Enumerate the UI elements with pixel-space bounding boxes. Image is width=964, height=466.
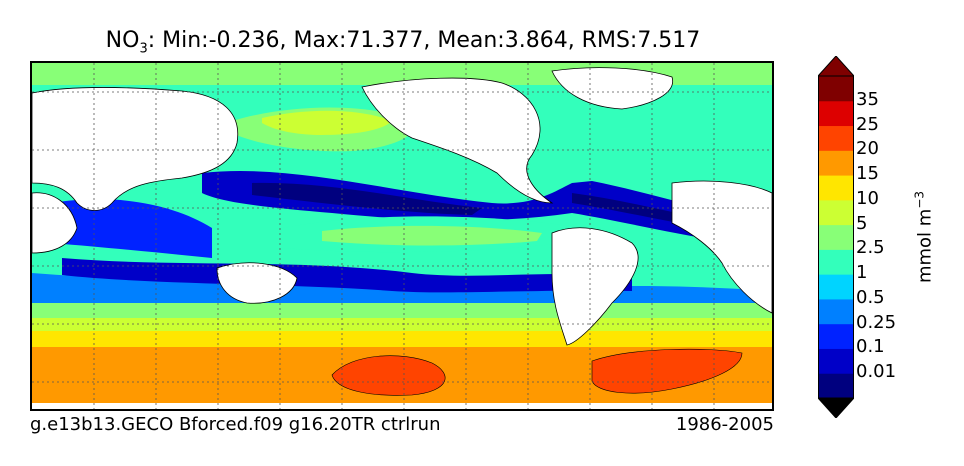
colorbar-swatch-4 (818, 274, 854, 300)
colorbar-swatch-10 (818, 125, 854, 151)
land-south-america (551, 227, 639, 346)
chart-title: NO3: Min:-0.236, Max:71.377, Mean:3.864,… (30, 28, 776, 56)
colorbar-tick-label: 0.1 (856, 336, 885, 358)
map-graticule (32, 63, 772, 409)
title-species: NO3 (105, 28, 148, 57)
colorbar-swatch-6 (818, 224, 854, 250)
equatorial-tongue-core (322, 225, 542, 246)
colorbar-swatch-3 (818, 298, 854, 325)
south-gyre-low (62, 258, 632, 293)
indian-ocean-low (52, 199, 212, 258)
colorbar-frame (818, 75, 854, 399)
colorbar-tick-label: 0.25 (856, 311, 897, 333)
colorbar-tick-label: 20 (856, 138, 879, 160)
colorbar-tick-label: 1 (856, 262, 868, 284)
land-north-america (361, 77, 554, 204)
colorbar-extend-max (818, 56, 854, 77)
north-pacific-gyre-core (252, 182, 482, 215)
land-australia (216, 262, 298, 304)
colorbar-tick-label: 0.01 (856, 361, 897, 383)
colorbar-swatch-11 (818, 100, 854, 127)
title-stats: : Min:-0.236, Max:71.377, Mean:3.864, RM… (147, 28, 701, 53)
colorbar-swatch-1 (818, 348, 854, 374)
colorbar (818, 56, 854, 418)
southern-ocean-band-15 (32, 331, 772, 351)
colorbar-swatch-9 (818, 150, 854, 176)
map-plot-area (30, 61, 774, 411)
colorbar-tick-label: 15 (856, 163, 879, 185)
colorbar-extend-min (818, 397, 854, 418)
colorbar-tick-label: 25 (856, 113, 879, 135)
run-name-label: g.e13b13.GECO Bforced.f09 g16.20TR ctrlr… (30, 414, 441, 435)
southern-ocean-patch-25-a (331, 355, 446, 396)
colorbar-tick-label: 5 (856, 212, 868, 234)
colorbar-tick-label: 10 (856, 187, 879, 209)
colorbar-swatch-8 (818, 175, 854, 201)
land-eurasia (32, 87, 239, 211)
colorbar-tick-label: 0.5 (856, 286, 885, 308)
colorbar-swatch-7 (818, 199, 854, 226)
north-pacific-subpolar-core (262, 110, 392, 135)
colorbar-swatch-2 (818, 323, 854, 349)
colorbar-swatch-5 (818, 249, 854, 275)
colorbar-tick-label: 35 (856, 88, 879, 110)
colorbar-tick-label: 2.5 (856, 237, 885, 259)
colorbar-swatch-0 (818, 373, 854, 399)
colorbar-swatch-12 (818, 76, 854, 102)
colorbar-unit-label: mmol m−3 (912, 190, 936, 284)
southern-ocean-patch-25-b (591, 348, 743, 394)
period-label: 1986-2005 (675, 414, 774, 435)
land-greenland (551, 67, 673, 110)
land-africa (671, 180, 772, 314)
map-svg (32, 63, 772, 409)
land-antarctica-edge (32, 403, 772, 409)
